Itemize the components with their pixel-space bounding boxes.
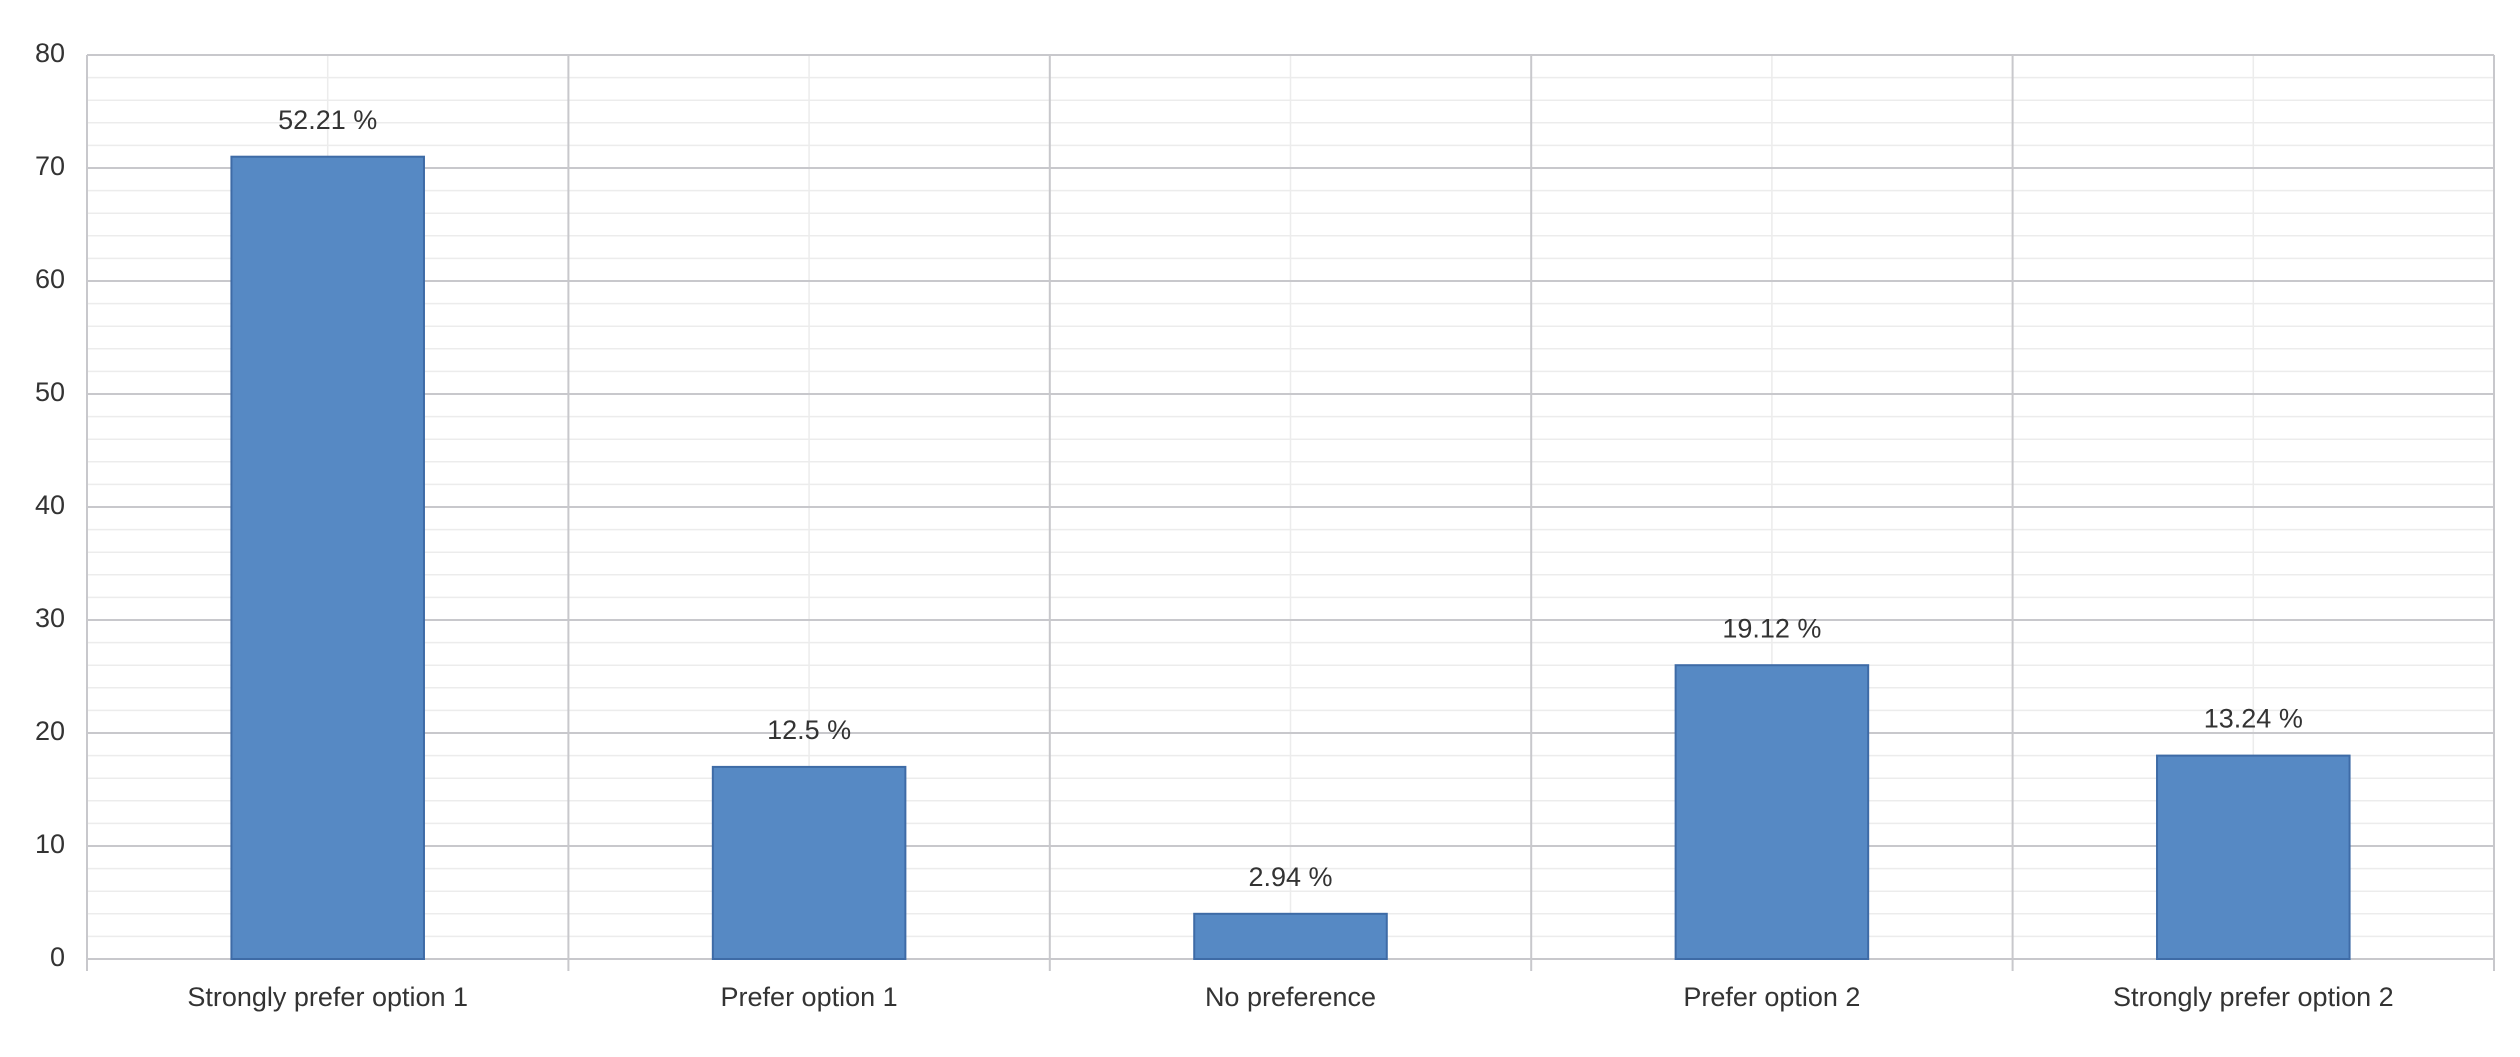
- y-tick-label: 0: [50, 942, 65, 972]
- x-tick-label: Prefer option 2: [1683, 982, 1860, 1012]
- x-tick-label: Prefer option 1: [721, 982, 898, 1012]
- y-tick-label: 30: [35, 603, 65, 633]
- y-tick-label: 10: [35, 829, 65, 859]
- y-tick-label: 50: [35, 377, 65, 407]
- x-tick-label: No preference: [1205, 982, 1376, 1012]
- bar: [1674, 664, 1870, 960]
- data-label: 13.24 %: [2204, 704, 2303, 734]
- y-tick-label: 20: [35, 716, 65, 746]
- bar: [230, 155, 425, 960]
- x-tick-label: Strongly prefer option 1: [187, 982, 468, 1012]
- x-tick-label: Strongly prefer option 2: [2113, 982, 2394, 1012]
- data-label: 19.12 %: [1722, 613, 1821, 643]
- y-tick-label: 60: [35, 264, 65, 294]
- y-tick-label: 70: [35, 151, 65, 181]
- data-label: 2.94 %: [1248, 862, 1332, 892]
- data-label: 52.21 %: [278, 105, 377, 135]
- bar: [711, 765, 907, 961]
- bar: [1193, 912, 1388, 960]
- y-tick-label: 40: [35, 490, 65, 520]
- bar: [2156, 754, 2351, 960]
- y-tick-label: 80: [35, 38, 65, 68]
- data-label: 12.5 %: [767, 715, 851, 745]
